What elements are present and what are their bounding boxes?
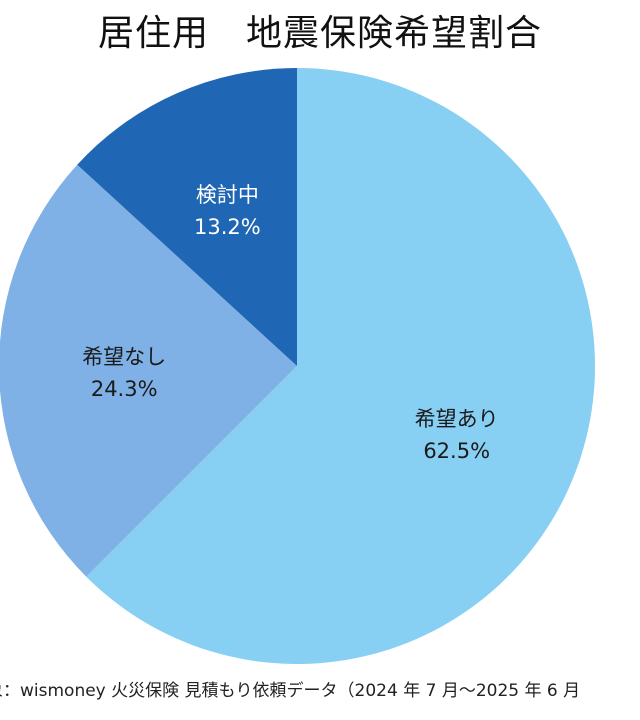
pie-slice-2-label: 希望なし xyxy=(82,345,166,369)
pie-slice-1-value: 62.5% xyxy=(423,439,490,463)
source-note: 象：wismoney 火災保険 見積もり依頼データ（2024 年 7 月〜202… xyxy=(0,681,581,701)
pie-slice-1 xyxy=(86,68,596,664)
chart-title: 居住用 地震保険希望割合 xyxy=(97,13,542,54)
pie-slice-2 xyxy=(0,164,297,577)
pie-slice-1-label: 希望あり xyxy=(415,407,499,431)
pie-slice-2-value: 24.3% xyxy=(91,377,158,401)
pie-slice-3-label: 検討中 xyxy=(196,183,259,207)
pie-slice-3-value: 13.2% xyxy=(194,215,261,239)
pie-slice-3 xyxy=(77,68,297,366)
